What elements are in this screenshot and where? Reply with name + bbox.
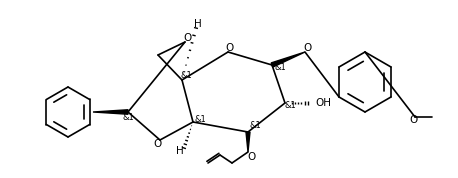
Polygon shape xyxy=(93,110,128,114)
Text: OH: OH xyxy=(315,98,331,108)
Text: O: O xyxy=(184,33,192,43)
Text: O: O xyxy=(409,115,417,125)
Polygon shape xyxy=(246,132,250,152)
Text: H: H xyxy=(194,19,202,29)
Text: O: O xyxy=(247,152,255,162)
Text: H: H xyxy=(176,146,184,156)
Text: &1: &1 xyxy=(284,101,296,109)
Text: &1: &1 xyxy=(274,64,286,72)
Polygon shape xyxy=(271,52,305,67)
Text: &1: &1 xyxy=(180,70,192,80)
Text: &1: &1 xyxy=(194,116,206,124)
Text: &1: &1 xyxy=(122,114,134,122)
Text: O: O xyxy=(154,139,162,149)
Text: &1: &1 xyxy=(249,121,261,130)
Text: O: O xyxy=(226,43,234,53)
Text: O: O xyxy=(304,43,312,53)
